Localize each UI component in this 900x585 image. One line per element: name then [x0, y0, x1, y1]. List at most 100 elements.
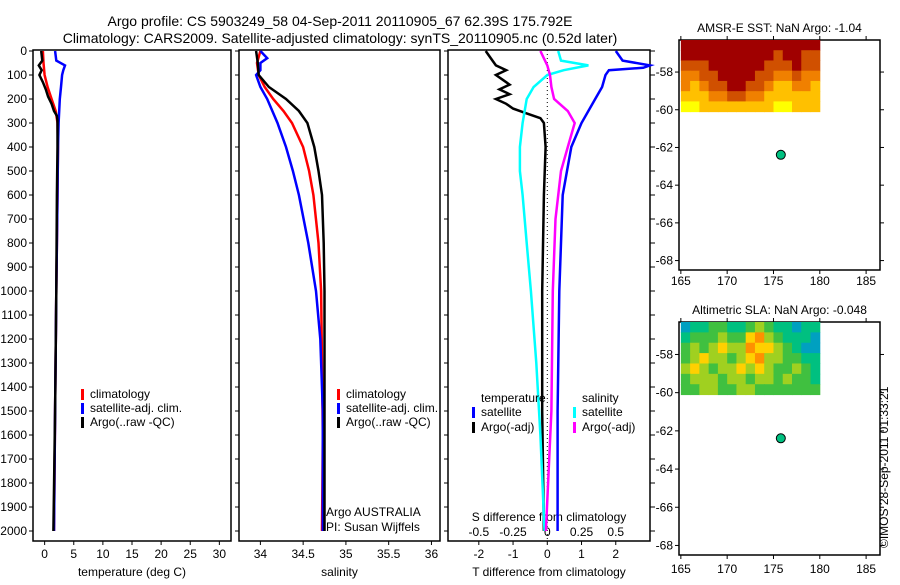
x-tick-label: 0 — [544, 547, 551, 561]
heatmap-cell — [717, 40, 728, 51]
heatmap-cell — [727, 332, 737, 344]
heatmap-cell — [764, 80, 774, 92]
heatmap-cell — [717, 342, 728, 354]
figure-title-line2: Climatology: CARS2009. Satellite-adjuste… — [63, 30, 618, 46]
heatmap-cell — [801, 384, 812, 396]
depth-tick-label: 400 — [7, 140, 27, 154]
lon-tick-label: 170 — [717, 562, 737, 576]
heatmap-cell — [745, 40, 756, 51]
lat-tick-label: -58 — [656, 347, 674, 361]
legend-label: Argo(-adj) — [481, 420, 534, 434]
x-tick-label: 35 — [339, 547, 353, 561]
heatmap-cell — [717, 353, 728, 364]
heatmap-cell — [810, 40, 821, 51]
heatmap-cell — [773, 70, 784, 82]
heatmap-cell — [773, 342, 784, 354]
lat-tick-label: -64 — [656, 462, 674, 476]
heatmap-cell — [773, 373, 784, 385]
heatmap-cell — [680, 342, 691, 354]
legend-swatch — [472, 407, 475, 418]
heatmap-cell — [690, 91, 700, 102]
heatmap-cell — [801, 342, 812, 354]
heatmap-cell — [680, 91, 691, 102]
heatmap-cell — [699, 80, 710, 92]
heatmap-cell — [680, 322, 691, 333]
heatmap-cell — [801, 332, 812, 344]
lat-tick-label: -62 — [656, 424, 674, 438]
series-line-s-argo-adj- — [539, 50, 577, 532]
heatmap-cell — [717, 373, 728, 385]
depth-tick-label: 800 — [7, 236, 27, 250]
heatmap-cell — [699, 40, 710, 51]
heatmap-cell — [754, 342, 765, 354]
heatmap-cell — [680, 70, 691, 82]
heatmap-cell — [764, 40, 774, 51]
heatmap-cell — [782, 373, 793, 385]
lat-tick-label: -68 — [656, 538, 674, 552]
legend-title-temperature: temperature — [481, 391, 546, 405]
depth-tick-label: 700 — [7, 212, 27, 226]
heatmap-cell — [745, 332, 756, 344]
heatmap-cell — [773, 80, 784, 92]
s-axis-tick-label: 0.5 — [607, 525, 624, 539]
heatmap-cell — [727, 384, 737, 396]
heatmap-cell — [782, 101, 793, 113]
profile-panel-2: 34 34.5 35 35.5 36 salinity climatologysatelli… — [235, 49, 441, 579]
heatmap-cell — [754, 373, 765, 385]
heatmap-cell — [690, 353, 700, 364]
heatmap-cell — [727, 101, 737, 113]
heatmap-cell — [680, 80, 691, 92]
heatmap-cell — [727, 40, 737, 51]
lat-tick-label: -58 — [656, 65, 674, 79]
heatmap-cell — [801, 60, 812, 72]
heatmap-cell — [792, 373, 802, 385]
lat-tick-label: -64 — [656, 178, 674, 192]
heatmap-cell — [699, 50, 710, 61]
heatmap-cell — [680, 50, 691, 61]
x-tick-label: 36 — [425, 547, 439, 561]
heatmap-cell — [736, 384, 747, 396]
legend-swatch — [337, 389, 340, 400]
heatmap-cell — [754, 70, 765, 82]
legend-label: Argo(-adj) — [582, 420, 635, 434]
heatmap-cell — [773, 384, 784, 396]
heatmap-cell — [690, 40, 700, 51]
heatmap-cell — [745, 80, 756, 92]
legend-label: satellite — [481, 405, 522, 419]
heatmap-cell — [754, 91, 765, 102]
heatmap-cell — [782, 70, 793, 82]
heatmap-cell — [801, 40, 812, 51]
heatmap-cell — [792, 342, 802, 354]
heatmap-cell — [810, 373, 821, 385]
heatmap-cell — [680, 40, 691, 51]
x-tick-label: 2 — [612, 547, 619, 561]
heatmap-cell — [736, 80, 747, 92]
heatmap-cell — [717, 363, 728, 375]
heatmap-cell — [782, 80, 793, 92]
heatmap-cell — [680, 363, 691, 375]
heatmap-cell — [727, 70, 737, 82]
heatmap-cell — [810, 363, 821, 375]
heatmap-cell — [773, 101, 784, 113]
heatmap-cell — [717, 101, 728, 113]
legend-swatch — [573, 422, 576, 433]
map-title: Altimetric SLA: NaN Argo: -0.048 — [692, 303, 867, 317]
heatmap-cell — [708, 332, 719, 344]
legend-swatch — [81, 417, 84, 428]
heatmap-cell — [680, 353, 691, 364]
heatmap-cell — [764, 373, 774, 385]
heatmap-cell — [773, 353, 784, 364]
heatmap-cell — [699, 363, 710, 375]
heatmap-cell — [801, 373, 812, 385]
depth-tick-label: 1400 — [0, 380, 27, 394]
lat-tick-label: -60 — [656, 103, 674, 117]
heatmap-cell — [764, 60, 774, 72]
heatmap-cell — [745, 322, 756, 333]
heatmap-cell — [699, 322, 710, 333]
x-tick-label: -1 — [508, 547, 519, 561]
heatmap-cell — [745, 101, 756, 113]
x-tick-label: 1 — [578, 547, 585, 561]
x-tick-label: 10 — [96, 547, 110, 561]
series-line-t-argo-adj- — [484, 50, 547, 532]
